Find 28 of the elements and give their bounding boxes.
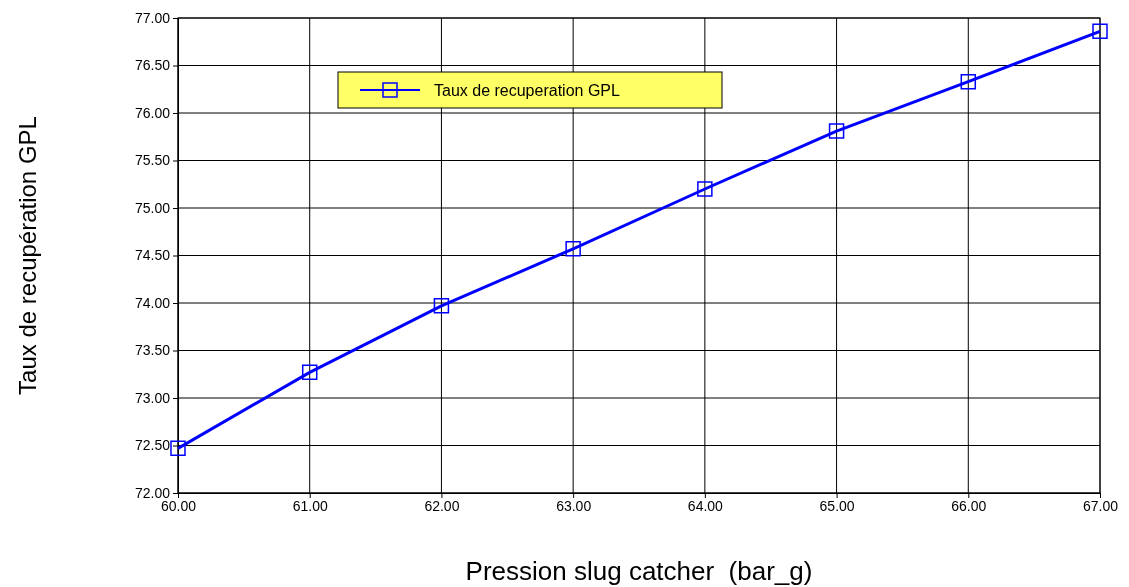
x-tick-label: 61.00 xyxy=(292,497,328,514)
x-tick-label: 62.00 xyxy=(424,497,460,514)
point xyxy=(170,440,186,457)
point xyxy=(433,298,450,314)
legend-label: Taux de recuperation GPL xyxy=(434,82,620,99)
point xyxy=(301,364,318,381)
y-tick-label: 76.00 xyxy=(134,104,171,121)
point xyxy=(960,73,977,90)
y-tick-label: 73.00 xyxy=(134,389,171,406)
y-axis-title: Taux de recupération GPL xyxy=(14,116,41,395)
y-tick-label: 76.50 xyxy=(134,57,171,74)
y-tick-label: 74.50 xyxy=(134,247,171,264)
y-tick-label: 74.00 xyxy=(134,294,171,311)
x-tick-label: 66.00 xyxy=(951,497,987,514)
x-tick-label: 63.00 xyxy=(556,497,592,514)
y-tick-label: 75.50 xyxy=(134,152,171,169)
x-tick-label: 65.00 xyxy=(819,497,855,514)
x-tick-label: 64.00 xyxy=(687,497,724,514)
point xyxy=(697,181,713,197)
y-tick-label: 73.50 xyxy=(134,342,171,359)
x-axis-title: Pression slug catcher (bar_g) xyxy=(465,556,813,586)
y-tick-label: 72.50 xyxy=(134,437,171,454)
x-tick-label: 67.00 xyxy=(1082,497,1119,514)
point xyxy=(828,123,845,139)
y-tick-label: 75.00 xyxy=(134,199,171,216)
point xyxy=(565,241,581,257)
y-tick-label: 77.00 xyxy=(134,9,171,26)
point xyxy=(1092,23,1108,40)
